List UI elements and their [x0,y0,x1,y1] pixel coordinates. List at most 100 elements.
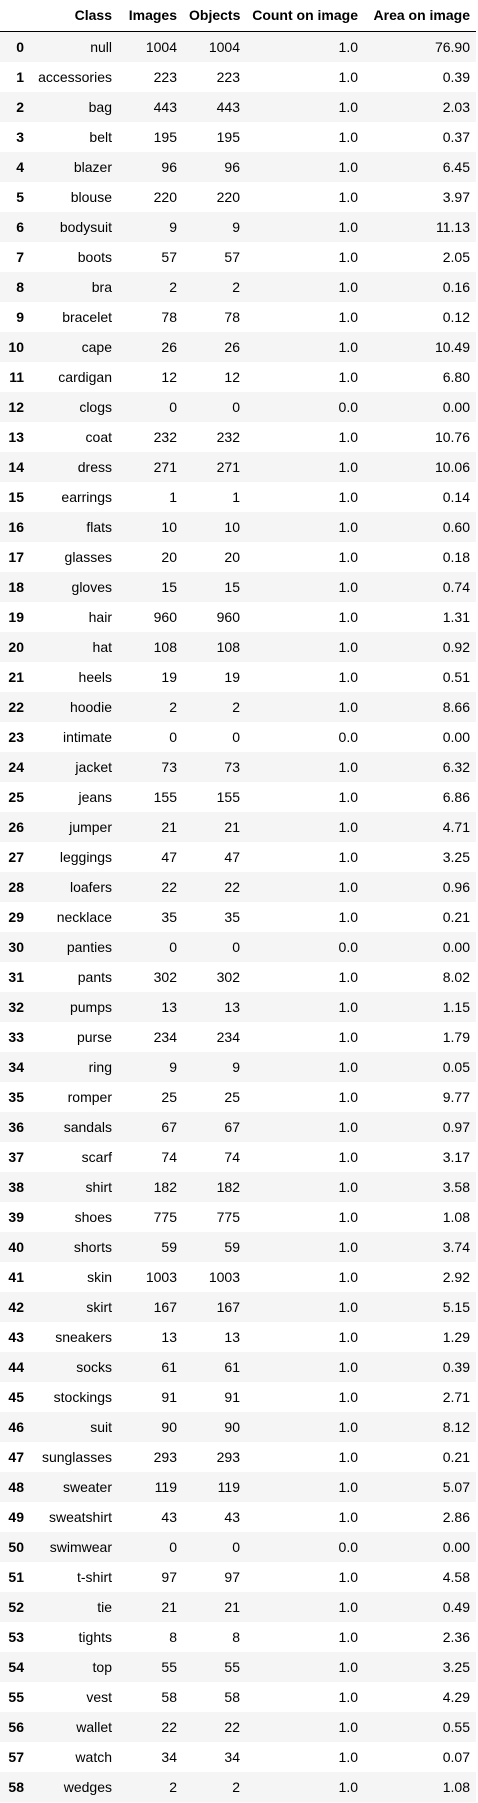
row-index: 7 [16,249,24,265]
table-row: 5 blouse 220 220 1.0 3.97 [0,182,476,212]
table-row: 55 vest 58 58 1.0 4.29 [0,1682,476,1712]
class-cell: earrings [61,489,112,505]
area-cell: 2.36 [442,1629,470,1645]
row-index: 22 [8,699,24,715]
class-cell: tie [97,1599,112,1615]
table-row: 28 loafers 22 22 1.0 0.96 [0,872,476,902]
images-cell: 108 [153,639,177,655]
class-cell: intimate [62,729,112,745]
area-cell: 76.90 [434,39,470,55]
row-index: 19 [8,609,24,625]
table-row: 33 purse 234 234 1.0 1.79 [0,1022,476,1052]
images-cell: 223 [153,69,177,85]
class-cell: hair [88,609,112,625]
row-index: 56 [8,1719,24,1735]
table-row: 32 pumps 13 13 1.0 1.15 [0,992,476,1022]
images-cell: 119 [154,1479,177,1495]
count-cell: 1.0 [338,909,358,925]
count-cell: 1.0 [338,249,358,265]
row-index: 41 [8,1269,24,1285]
count-cell: 1.0 [338,699,358,715]
row-index: 43 [8,1329,24,1345]
count-cell: 1.0 [338,369,358,385]
row-index: 4 [16,159,24,175]
count-cell: 1.0 [338,1329,358,1345]
row-index: 26 [8,819,24,835]
table-row: 8 bra 2 2 1.0 0.16 [0,272,476,302]
images-cell: 234 [153,1029,177,1045]
class-cell: heels [78,669,112,685]
class-cell: cardigan [58,369,112,385]
table-row: 41 skin 1003 1003 1.0 2.92 [0,1262,476,1292]
row-index: 32 [8,999,24,1015]
count-cell: 1.0 [338,1779,358,1795]
row-index: 34 [8,1059,24,1075]
area-cell: 6.80 [442,369,470,385]
objects-cell: 960 [216,609,240,625]
count-cell: 1.0 [338,1239,358,1255]
images-cell: 97 [161,1569,177,1585]
row-index: 48 [8,1479,24,1495]
objects-cell: 155 [216,789,240,805]
area-cell: 1.31 [442,609,470,625]
table-row: 21 heels 19 19 1.0 0.51 [0,662,476,692]
images-cell: 74 [161,1149,177,1165]
count-cell: 1.0 [338,1209,358,1225]
area-cell: 0.00 [442,939,470,955]
objects-cell: 73 [224,759,240,775]
area-cell: 3.25 [442,849,470,865]
area-cell: 0.37 [442,129,470,145]
row-index: 46 [8,1419,24,1435]
area-cell: 0.92 [442,639,470,655]
table-row: 10 cape 26 26 1.0 10.49 [0,332,476,362]
objects-cell: 195 [216,129,240,145]
area-cell: 3.74 [442,1239,470,1255]
objects-cell: 97 [224,1569,240,1585]
row-index: 36 [8,1119,24,1135]
area-cell: 8.02 [442,969,470,985]
area-cell: 0.97 [442,1119,470,1135]
area-cell: 9.77 [442,1089,470,1105]
images-cell: 271 [153,459,177,475]
count-cell: 1.0 [338,189,358,205]
row-index: 29 [8,909,24,925]
count-cell: 1.0 [338,429,358,445]
area-cell: 10.49 [434,339,470,355]
images-cell: 22 [161,1719,177,1735]
count-cell: 1.0 [338,1119,358,1135]
row-index: 40 [8,1239,24,1255]
count-cell: 1.0 [338,1269,358,1285]
images-cell: 8 [169,1629,177,1645]
row-index: 24 [8,759,24,775]
area-cell: 0.18 [442,549,470,565]
class-cell: tights [78,1629,112,1645]
table-row: 19 hair 960 960 1.0 1.31 [0,602,476,632]
area-cell: 1.08 [442,1209,470,1225]
table-row: 20 hat 108 108 1.0 0.92 [0,632,476,662]
area-cell: 2.03 [442,99,470,115]
images-cell: 67 [161,1119,177,1135]
area-cell: 0.00 [442,1539,470,1555]
table-row: 50 swimwear 0 0 0.0 0.00 [0,1532,476,1562]
area-cell: 5.07 [442,1479,470,1495]
count-cell: 1.0 [338,1599,358,1615]
count-cell: 1.0 [338,759,358,775]
area-cell: 2.05 [442,249,470,265]
objects-cell: 2 [232,699,240,715]
count-cell: 1.0 [338,1179,358,1195]
count-cell: 1.0 [338,519,358,535]
table-row: 25 jeans 155 155 1.0 6.86 [0,782,476,812]
count-cell: 1.0 [338,39,358,55]
area-cell: 4.29 [442,1689,470,1705]
count-cell: 1.0 [338,969,358,985]
class-cell: t-shirt [77,1569,112,1585]
objects-cell: 15 [224,579,240,595]
row-index: 31 [8,969,24,985]
table-row: 43 sneakers 13 13 1.0 1.29 [0,1322,476,1352]
count-cell: 0.0 [338,939,358,955]
images-cell: 21 [161,1599,177,1615]
area-cell: 0.39 [442,1359,470,1375]
table-row: 16 flats 10 10 1.0 0.60 [0,512,476,542]
count-cell: 1.0 [338,1449,358,1465]
table-row: 49 sweatshirt 43 43 1.0 2.86 [0,1502,476,1532]
